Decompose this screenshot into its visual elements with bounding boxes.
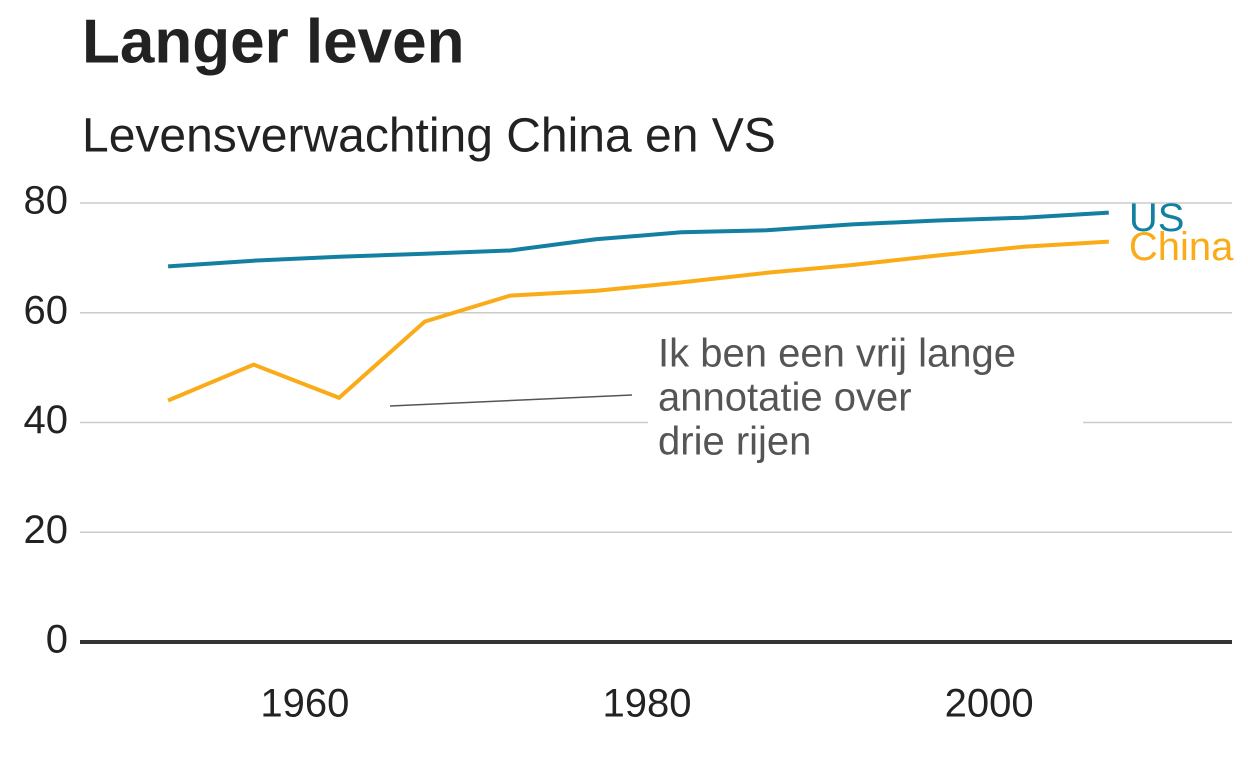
annotation-leader (389, 394, 633, 407)
annotation-text: drie rijen (658, 420, 811, 464)
annotation-text: Ik ben een vrij lange (658, 332, 1016, 376)
x-tick-label: 1960 (260, 682, 349, 726)
x-tick-label: 2000 (945, 682, 1034, 726)
y-tick-label: 0 (46, 618, 68, 662)
chart-subtitle: Levensverwachting China en VS (82, 110, 776, 163)
y-tick-label: 80 (24, 179, 69, 223)
line (167, 239, 1109, 403)
series-label: US (1129, 196, 1185, 240)
y-tick-label: 20 (24, 508, 69, 552)
annotation-text: annotatie over (658, 376, 912, 420)
annotation-background (648, 330, 1083, 470)
x-tick-label: 1980 (603, 682, 692, 726)
y-tick-label: 40 (24, 398, 69, 442)
line (167, 210, 1109, 269)
series-label: China (1129, 225, 1234, 269)
y-tick-label: 60 (24, 288, 69, 332)
chart-title: Langer leven (82, 7, 464, 76)
